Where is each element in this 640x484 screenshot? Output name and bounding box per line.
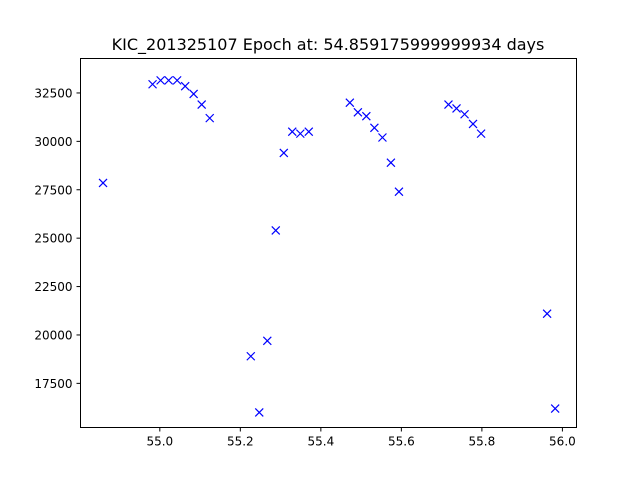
data-point-marker [550,404,560,413]
x-tick-label: 56.0 [549,435,576,449]
data-point-marker [452,104,461,113]
x-tick-label: 55.0 [146,435,173,449]
x-tick-label: 55.8 [469,435,496,449]
data-point-marker [172,75,182,85]
data-point-marker [378,133,387,142]
data-point-marker [254,407,264,417]
x-tick-label: 55.6 [388,435,415,449]
data-point-marker [361,111,371,121]
chart-title: KIC_201325107 Epoch at: 54.8591759999999… [112,35,545,55]
data-point-marker [156,75,166,85]
y-tick-label: 30000 [34,135,72,149]
data-point-marker [246,351,256,361]
data-point-marker [180,81,190,91]
data-point-marker [271,225,281,235]
data-markers [98,75,560,417]
x-axis: 55.0 55.2 55.4 55.6 55.8 56.0 [146,427,576,449]
y-axis: 17500 20000 22500 25000 27500 30000 32500 [34,86,81,391]
data-point-marker [262,336,272,346]
data-point-marker [148,79,157,89]
y-tick-label: 32500 [34,86,72,100]
axes-frame [80,58,577,428]
data-point-marker [98,178,108,188]
data-point-marker [386,158,396,168]
data-point-marker [476,129,486,139]
data-point-marker [394,187,404,197]
data-point-marker [205,113,215,123]
y-tick-label: 27500 [34,183,72,197]
data-point-marker [189,89,199,99]
data-point-marker [468,119,478,129]
data-point-marker [287,127,297,137]
y-tick-label: 17500 [34,377,72,391]
data-point-marker [460,109,470,119]
data-point-marker [304,127,314,137]
data-point-marker [353,107,363,117]
data-point-marker [279,148,289,158]
x-tick-label: 55.2 [227,435,254,449]
data-point-marker [345,98,355,108]
y-tick-label: 20000 [34,328,72,342]
data-point-marker [444,100,453,110]
data-point-marker [369,123,379,133]
y-tick-label: 25000 [34,232,72,246]
y-tick-label: 22500 [34,280,72,294]
x-tick-label: 55.4 [307,435,334,449]
data-point-marker [295,129,305,139]
data-point-marker [197,100,207,110]
data-point-marker [164,75,174,85]
data-point-marker [542,309,552,319]
